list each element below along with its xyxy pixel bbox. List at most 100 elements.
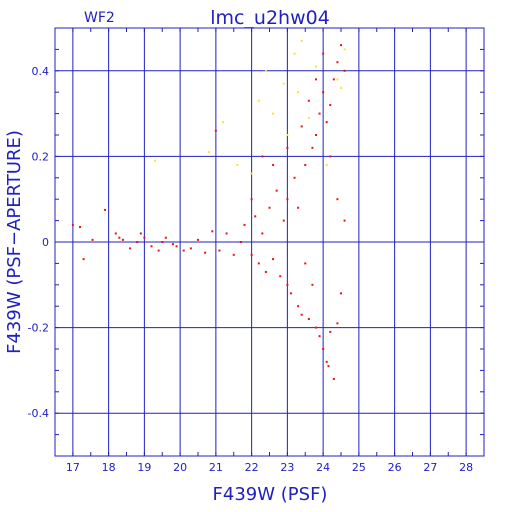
red-data-point bbox=[336, 322, 339, 325]
y-tick-label: -0.2 bbox=[28, 322, 49, 335]
yellow-data-point bbox=[340, 86, 342, 89]
red-data-point bbox=[211, 230, 214, 233]
red-data-point bbox=[121, 238, 124, 241]
yellow-data-point bbox=[286, 134, 289, 136]
red-data-point bbox=[164, 236, 167, 239]
red-data-point bbox=[286, 283, 289, 286]
red-data-point bbox=[329, 104, 332, 107]
red-data-point bbox=[264, 270, 267, 273]
red-data-point bbox=[171, 243, 174, 246]
red-data-point bbox=[332, 78, 335, 81]
red-data-point bbox=[329, 155, 332, 158]
yellow-data-point bbox=[307, 116, 310, 119]
red-data-point bbox=[289, 292, 292, 295]
red-data-point bbox=[136, 241, 139, 243]
red-data-point bbox=[322, 52, 325, 55]
x-tick-label: 27 bbox=[423, 461, 437, 474]
red-data-point bbox=[307, 99, 310, 102]
red-data-point bbox=[314, 326, 317, 329]
red-data-point bbox=[311, 283, 314, 286]
red-data-point bbox=[243, 223, 246, 226]
red-data-point bbox=[82, 258, 85, 261]
red-data-point bbox=[261, 232, 264, 235]
red-data-point bbox=[314, 134, 317, 136]
yellow-data-point bbox=[236, 163, 239, 166]
red-data-point bbox=[204, 251, 207, 254]
red-data-point bbox=[232, 253, 235, 256]
grid-lines bbox=[55, 28, 484, 456]
red-data-point bbox=[197, 238, 199, 241]
red-data-point bbox=[143, 236, 146, 239]
red-data-point bbox=[340, 44, 342, 47]
red-data-point bbox=[275, 189, 278, 192]
red-data-point bbox=[282, 219, 285, 222]
yellow-data-point bbox=[293, 52, 296, 55]
yellow-data-point bbox=[222, 121, 225, 124]
red-data-point bbox=[322, 348, 325, 350]
red-data-point bbox=[114, 232, 117, 235]
red-data-point bbox=[297, 206, 300, 209]
red-data-point bbox=[297, 305, 300, 308]
red-data-point bbox=[307, 318, 310, 321]
y-tick-label: 0.4 bbox=[32, 65, 50, 78]
data-points bbox=[71, 39, 346, 380]
yellow-data-point bbox=[207, 151, 210, 154]
red-data-point bbox=[182, 249, 185, 252]
red-data-point bbox=[279, 275, 282, 278]
red-data-point bbox=[272, 258, 275, 261]
red-data-point bbox=[329, 330, 332, 333]
red-data-point bbox=[214, 129, 217, 132]
red-data-point bbox=[129, 247, 132, 250]
red-data-point bbox=[218, 249, 221, 252]
red-data-point bbox=[91, 238, 94, 241]
red-data-point bbox=[286, 146, 289, 149]
y-axis-label: F439W (PSF−APERTURE) bbox=[4, 130, 25, 354]
red-data-point bbox=[327, 365, 330, 368]
x-tick-label: 22 bbox=[245, 461, 259, 474]
y-tick-label: -0.4 bbox=[28, 407, 49, 420]
red-data-point bbox=[268, 206, 271, 209]
red-data-point bbox=[318, 335, 321, 338]
red-data-point bbox=[225, 232, 228, 235]
red-data-point bbox=[340, 292, 342, 295]
x-tick-label: 21 bbox=[209, 461, 223, 474]
yellow-data-point bbox=[250, 172, 253, 175]
red-data-point bbox=[332, 377, 335, 380]
yellow-data-point bbox=[300, 39, 303, 42]
red-data-point bbox=[325, 360, 328, 363]
red-data-point bbox=[118, 236, 121, 239]
red-data-point bbox=[104, 208, 107, 211]
yellow-data-point bbox=[272, 112, 275, 115]
yellow-data-point bbox=[264, 69, 267, 72]
red-data-point bbox=[239, 241, 242, 243]
red-data-point bbox=[300, 313, 303, 316]
yellow-data-point bbox=[257, 99, 260, 102]
y-tick-label: 0 bbox=[42, 236, 49, 249]
red-data-point bbox=[250, 198, 253, 201]
red-data-point bbox=[71, 223, 74, 226]
red-data-point bbox=[311, 146, 314, 149]
yellow-data-point bbox=[282, 82, 285, 85]
red-data-point bbox=[272, 163, 275, 166]
red-data-point bbox=[286, 198, 289, 201]
red-data-point bbox=[293, 176, 296, 179]
red-data-point bbox=[250, 253, 253, 256]
x-tick-label: 19 bbox=[137, 461, 151, 474]
x-tick-label: 18 bbox=[102, 461, 116, 474]
red-data-point bbox=[150, 245, 153, 248]
red-data-point bbox=[343, 219, 346, 222]
panel-label: WF2 bbox=[84, 10, 115, 26]
red-data-point bbox=[300, 125, 303, 128]
red-data-point bbox=[318, 112, 321, 115]
x-tick-label: 17 bbox=[66, 461, 80, 474]
x-tick-label: 25 bbox=[352, 461, 366, 474]
red-data-point bbox=[189, 247, 192, 250]
tick-marks bbox=[54, 27, 485, 457]
x-tick-label: 23 bbox=[280, 461, 294, 474]
red-data-point bbox=[325, 121, 328, 124]
chart-title: lmc_u2hw04 bbox=[210, 7, 330, 29]
red-data-point bbox=[343, 69, 346, 72]
red-data-point bbox=[304, 262, 307, 265]
x-tick-label: 26 bbox=[388, 461, 402, 474]
yellow-data-point bbox=[297, 91, 300, 94]
